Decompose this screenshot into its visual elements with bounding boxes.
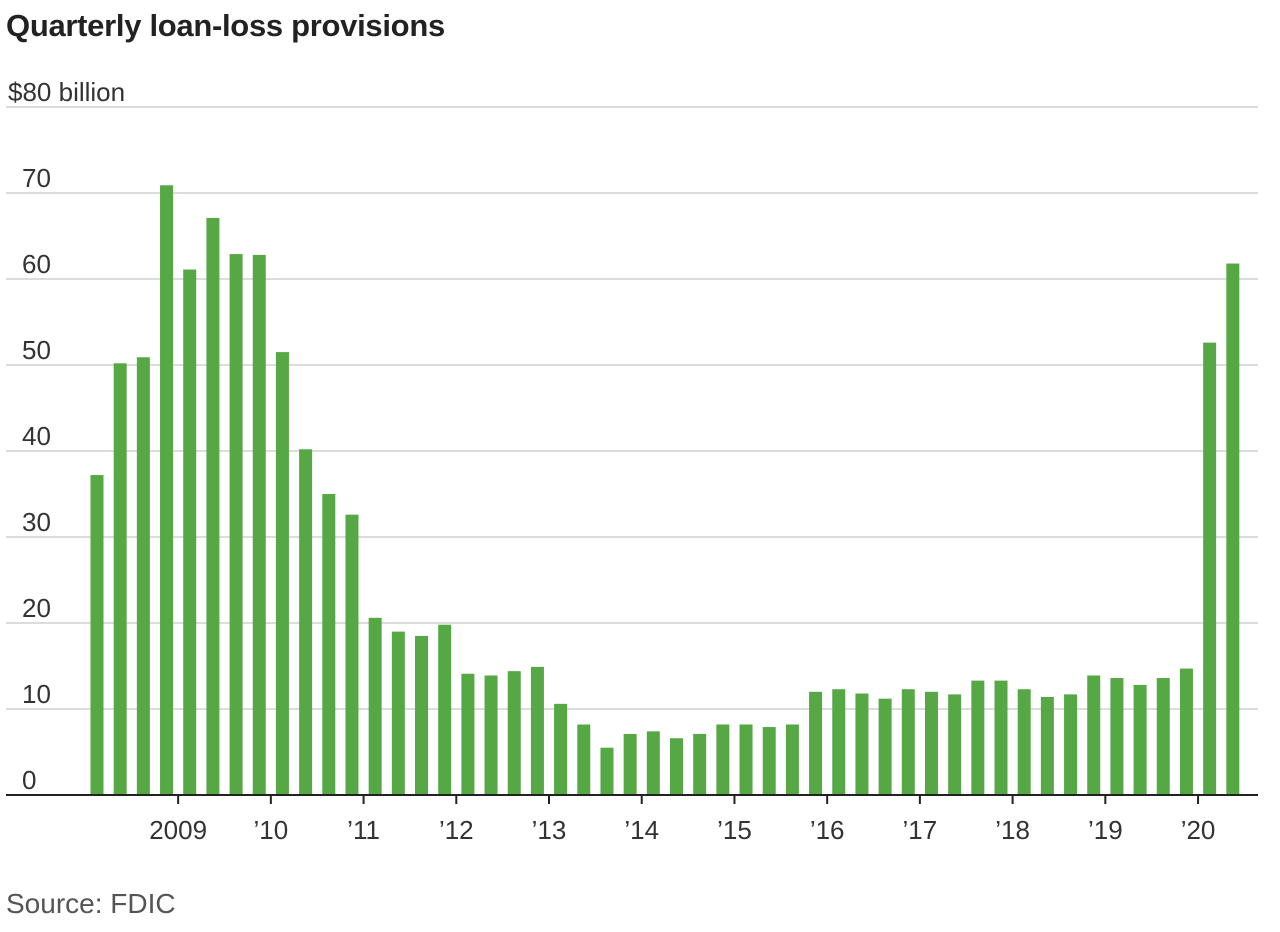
- bar: [391, 631, 405, 795]
- bar: [1133, 684, 1147, 795]
- bar: [785, 724, 799, 795]
- bar: [183, 269, 197, 795]
- bar: [878, 698, 892, 795]
- x-tick-label: ’18: [995, 815, 1030, 845]
- bar: [646, 731, 660, 795]
- bar: [762, 727, 776, 795]
- bar: [136, 357, 150, 795]
- bar: [299, 449, 313, 795]
- bar: [693, 733, 707, 795]
- bar: [322, 494, 336, 795]
- bar: [484, 675, 498, 795]
- bar: [901, 689, 915, 795]
- bar: [716, 724, 730, 795]
- y-tick-label: 60: [22, 249, 51, 279]
- bar: [1017, 689, 1031, 795]
- bar: [461, 673, 475, 795]
- bar: [1040, 696, 1054, 795]
- bars: [90, 185, 1240, 796]
- x-tick-label: ’13: [532, 815, 567, 845]
- chart-title: Quarterly loan-loss provisions: [6, 8, 445, 43]
- y-tick-label: 40: [22, 421, 51, 451]
- bar: [206, 217, 220, 795]
- bar: [623, 733, 637, 795]
- bar: [670, 738, 683, 795]
- bar: [113, 363, 127, 795]
- y-tick-label: 70: [22, 163, 51, 193]
- y-axis-unit-label: $80 billion: [8, 77, 125, 107]
- bar: [1156, 678, 1170, 795]
- bar: [507, 671, 521, 795]
- y-axis-labels: 0 10 20 30 40 50 60 70: [22, 163, 51, 795]
- bar: [554, 703, 568, 795]
- bar: [855, 693, 869, 795]
- bar: [252, 254, 266, 796]
- x-axis-ticks: 2009 ’10 ’11 ’12 ’13 ’14 ’15 ’16 ’17 ’18 ’19 ’20: [149, 795, 1215, 845]
- x-tick-label: ’17: [903, 815, 938, 845]
- bar: [1087, 675, 1101, 795]
- bar: [832, 689, 846, 795]
- x-tick-label: ’14: [624, 815, 659, 845]
- y-tick-label: 50: [22, 335, 51, 365]
- bar: [994, 680, 1008, 795]
- bar: [809, 691, 823, 795]
- bar: [1064, 694, 1078, 795]
- bar-chart: 0 10 20 30 40 50 60 70 2009 ’10 ’11 ’12 ’13 ’14 ’15 ’1…: [6, 77, 1258, 845]
- bar: [345, 514, 359, 795]
- bar: [577, 724, 591, 795]
- bar: [924, 691, 938, 795]
- bar: [90, 475, 104, 795]
- bar: [438, 624, 452, 795]
- x-tick-label: ’16: [810, 815, 845, 845]
- bar: [600, 747, 614, 795]
- bar: [160, 185, 174, 795]
- x-tick-label: ’20: [1181, 815, 1216, 845]
- x-tick-label: 2009: [149, 815, 207, 845]
- bar: [1226, 263, 1240, 795]
- x-tick-label: ’12: [439, 815, 474, 845]
- bar: [275, 352, 289, 795]
- y-tick-label: 30: [22, 507, 51, 537]
- bar: [415, 635, 429, 795]
- bar: [530, 666, 544, 795]
- bar: [229, 254, 243, 795]
- x-tick-label: ’11: [347, 815, 380, 845]
- bar: [1110, 678, 1124, 795]
- y-tick-label: 10: [22, 679, 51, 709]
- y-tick-label: 20: [22, 593, 51, 623]
- bar: [368, 617, 382, 795]
- source-note: Source: FDIC: [6, 888, 176, 919]
- bar: [971, 680, 985, 795]
- bar: [948, 694, 962, 795]
- x-tick-label: ’15: [717, 815, 752, 845]
- bar: [1203, 342, 1217, 795]
- x-tick-label: ’10: [253, 815, 288, 845]
- x-tick-label: ’19: [1088, 815, 1123, 845]
- bar: [1179, 668, 1193, 795]
- y-tick-label: 0: [22, 765, 36, 795]
- bar: [739, 724, 753, 795]
